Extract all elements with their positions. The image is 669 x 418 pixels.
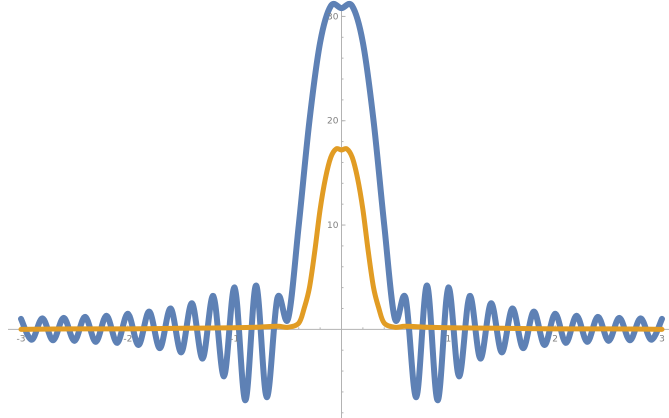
x-tick-label: 2 xyxy=(552,334,558,344)
y-tick-label: 10 xyxy=(327,221,339,231)
x-tick-label: -2 xyxy=(123,334,132,344)
x-tick-label: -1 xyxy=(230,334,239,344)
x-tick-label: 1 xyxy=(445,334,451,344)
tick-labels: -3 -2 -1 1 2 3 10 20 30 xyxy=(17,12,665,344)
y-tick-label: 30 xyxy=(327,12,339,22)
axes xyxy=(8,6,669,418)
x-tick-label: -3 xyxy=(17,334,26,344)
x-tick-label: 3 xyxy=(659,334,665,344)
y-tick-label: 20 xyxy=(327,117,339,127)
series-line-1 xyxy=(18,0,665,404)
series-line-2 xyxy=(18,146,665,332)
plot-area xyxy=(18,0,665,404)
